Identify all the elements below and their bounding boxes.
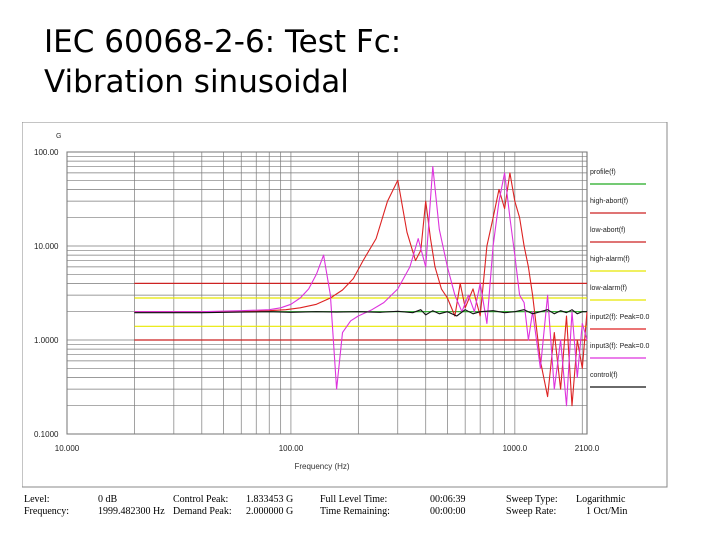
y-tick-label: 10.000 bbox=[34, 242, 59, 251]
x-tick-label: 2100.0 bbox=[575, 444, 600, 453]
demand-peak-value: 2.000000 G bbox=[246, 506, 294, 517]
y-tick-label: 1.0000 bbox=[34, 336, 59, 345]
vibration-chart: 10.000 100.00 1000.0 2100.0 100.00 10.000 1.00… bbox=[22, 122, 668, 488]
x-tick-label: 1000.0 bbox=[503, 444, 528, 453]
full-level-time-value: 00:06:39 bbox=[430, 494, 466, 505]
series-line-control-f bbox=[134, 309, 587, 317]
frequency-label: Frequency: bbox=[24, 506, 69, 517]
tick-labels: 10.000 100.00 1000.0 2100.0 100.00 10.000 1.00… bbox=[34, 148, 600, 453]
series-line-input3-f-peak-0-0 bbox=[134, 166, 588, 407]
legend-label: high-abort(f) bbox=[590, 198, 628, 205]
y-tick-label: 100.00 bbox=[34, 148, 59, 157]
demand-peak-label: Demand Peak: bbox=[173, 506, 232, 517]
sweep-rate-value: 1 Oct/Min bbox=[586, 506, 628, 517]
legend: profile(f) high-abort(f) low-abort(f) high-… bbox=[590, 169, 649, 388]
sweep-type-label: Sweep Type: bbox=[506, 494, 558, 505]
legend-label: profile(f) bbox=[590, 169, 616, 176]
frequency-value: 1999.482300 Hz bbox=[98, 506, 165, 517]
full-level-time-label: Full Level Time: bbox=[320, 494, 388, 505]
legend-label: input2(f): Peak=0.0 bbox=[590, 314, 649, 321]
x-tick-label: 100.00 bbox=[279, 444, 304, 453]
time-remaining-value: 00:00:00 bbox=[430, 506, 466, 517]
level-value: 0 dB bbox=[98, 494, 118, 505]
legend-label: high-alarm(f) bbox=[590, 256, 630, 263]
sweep-rate-label: Sweep Rate: bbox=[506, 506, 557, 517]
control-peak-label: Control Peak: bbox=[173, 494, 229, 505]
level-label: Level: bbox=[24, 494, 50, 505]
legend-label: low-alarm(f) bbox=[590, 285, 627, 292]
x-axis-label: Frequency (Hz) bbox=[294, 462, 349, 471]
control-peak-value: 1.833453 G bbox=[246, 494, 294, 505]
grid bbox=[66, 151, 587, 435]
series-group bbox=[134, 166, 588, 407]
slide-title: IEC 60068-2-6: Test Fc: Vibration sinuso… bbox=[44, 22, 684, 102]
y-tick-label: 0.1000 bbox=[34, 430, 59, 439]
y-axis-label: G bbox=[56, 133, 61, 140]
sweep-type-value: Logarithmic bbox=[576, 494, 626, 505]
legend-label: input3(f): Peak=0.0 bbox=[590, 343, 649, 350]
series-line-input2-f-peak-0-0 bbox=[134, 172, 588, 407]
slide-title-line-1: IEC 60068-2-6: Test Fc: bbox=[44, 24, 402, 60]
chart-svg: 10.000 100.00 1000.0 2100.0 100.00 10.000 1.00… bbox=[22, 122, 668, 488]
legend-label: control(f) bbox=[590, 372, 618, 379]
x-tick-label: 10.000 bbox=[55, 444, 80, 453]
time-remaining-label: Time Remaining: bbox=[320, 506, 390, 517]
legend-label: low-abort(f) bbox=[590, 227, 625, 234]
plot-area bbox=[66, 151, 588, 435]
slide-title-line-2: Vibration sinusoidal bbox=[44, 64, 349, 100]
